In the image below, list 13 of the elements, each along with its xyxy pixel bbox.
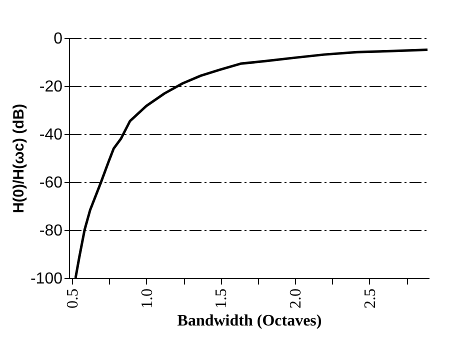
y-tick-label: 0 (54, 30, 63, 48)
y-tick-label: -100 (30, 270, 63, 288)
y-tick-label: -20 (39, 78, 63, 96)
y-axis-title: H(0)/H(ωc) (dB) (10, 104, 28, 214)
x-tick-label: 2.5 (362, 288, 379, 308)
y-tick-label: -80 (39, 222, 63, 240)
x-axis-title: Bandwidth (Octaves) (177, 312, 322, 330)
x-tick-label: 1.5 (213, 288, 230, 308)
y-tick-label: -60 (39, 174, 63, 192)
x-tick-label: 1.0 (138, 288, 156, 308)
y-tick-label: -40 (39, 126, 63, 144)
x-tick-label: 0.5 (64, 288, 82, 308)
x-tick-label: 2.0 (288, 288, 305, 308)
